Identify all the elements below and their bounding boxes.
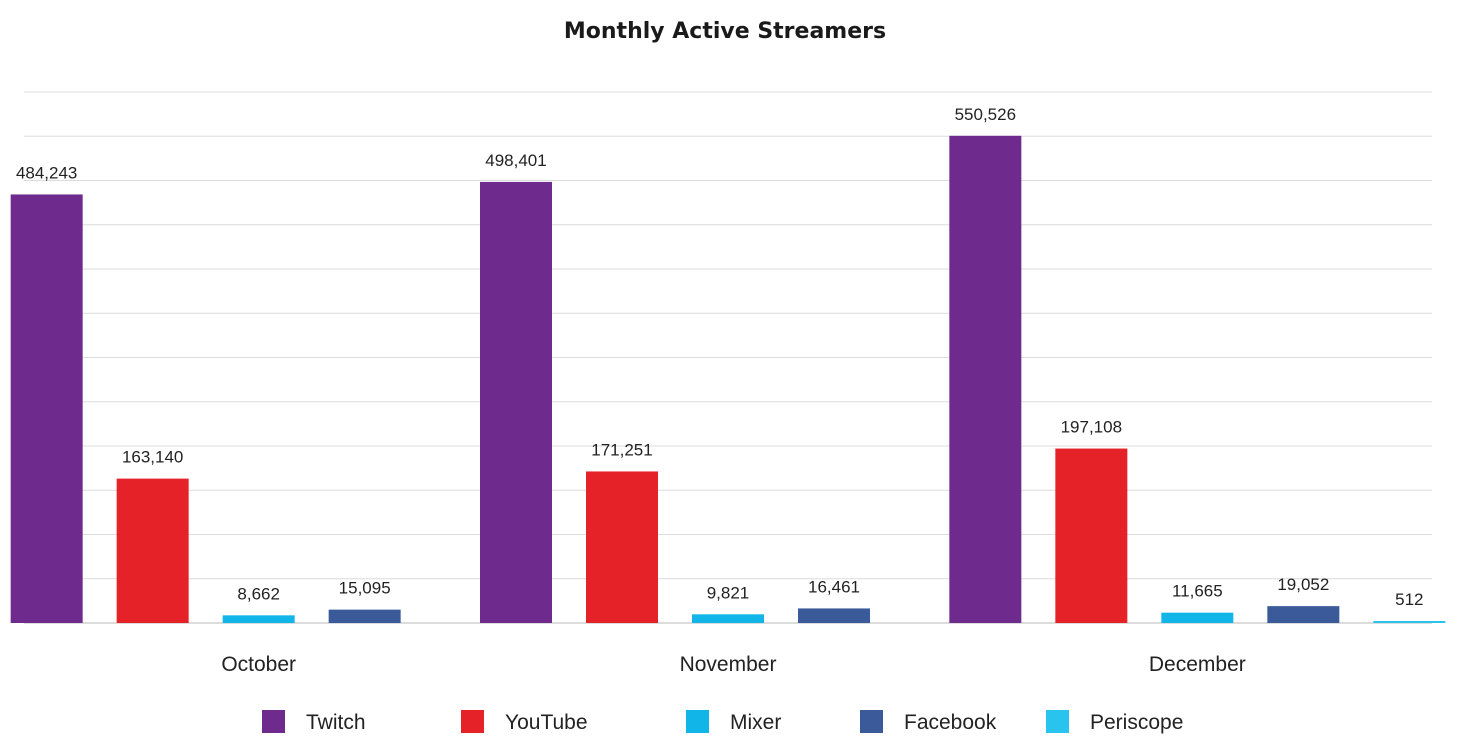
legend-swatch-youtube — [461, 710, 484, 733]
data-label-periscope-december: 512 — [1395, 590, 1423, 609]
legend: Twitch YouTube Mixer Facebook Periscope — [262, 710, 1183, 734]
legend-label-facebook: Facebook — [904, 711, 997, 734]
bar-facebook-november — [798, 608, 870, 623]
gridlines — [24, 91, 1432, 624]
bar-youtube-december — [1055, 448, 1128, 623]
bar-mixer-december — [1161, 612, 1234, 623]
bar-mixer-october — [222, 615, 295, 623]
bar-youtube-october — [116, 478, 189, 623]
legend-swatch-periscope — [1046, 710, 1069, 733]
data-labels: 484,243 163,140 8,662 15,095 498,401 171,251 9… — [16, 105, 1424, 609]
legend-label-twitch: Twitch — [306, 711, 366, 734]
legend-swatch-twitch — [262, 710, 285, 733]
legend-swatch-mixer — [686, 710, 709, 733]
data-label-youtube-november: 171,251 — [591, 440, 652, 459]
data-label-mixer-november: 9,821 — [707, 583, 750, 602]
data-label-facebook-december: 19,052 — [1277, 575, 1329, 594]
bar-twitch-october — [10, 194, 83, 623]
legend-label-youtube: YouTube — [505, 711, 588, 734]
bar-mixer-november — [692, 614, 764, 623]
data-label-twitch-november: 498,401 — [485, 151, 546, 170]
bar-twitch-november — [480, 181, 552, 624]
category-label-october: October — [221, 653, 296, 676]
data-label-youtube-december: 197,108 — [1061, 418, 1122, 437]
bar-facebook-october — [328, 609, 401, 623]
data-label-twitch-december: 550,526 — [955, 105, 1016, 124]
data-label-mixer-october: 8,662 — [237, 584, 280, 603]
bars — [10, 135, 1446, 624]
legend-label-mixer: Mixer — [730, 711, 781, 734]
category-axis: October November December — [221, 653, 1245, 676]
category-label-december: December — [1149, 653, 1246, 676]
category-label-november: November — [680, 653, 777, 676]
data-label-facebook-october: 15,095 — [339, 579, 391, 598]
data-label-mixer-december: 11,665 — [1172, 582, 1223, 601]
bar-twitch-december — [949, 135, 1022, 623]
bar-youtube-november — [586, 471, 658, 623]
data-label-youtube-october: 163,140 — [122, 448, 183, 467]
chart-title: Monthly Active Streamers — [564, 19, 886, 44]
data-label-twitch-october: 484,243 — [16, 163, 77, 182]
bar-periscope-december — [1373, 621, 1446, 623]
legend-label-periscope: Periscope — [1090, 711, 1183, 734]
legend-swatch-facebook — [860, 710, 883, 733]
bar-facebook-december — [1267, 606, 1340, 623]
data-label-facebook-november: 16,461 — [808, 577, 860, 596]
